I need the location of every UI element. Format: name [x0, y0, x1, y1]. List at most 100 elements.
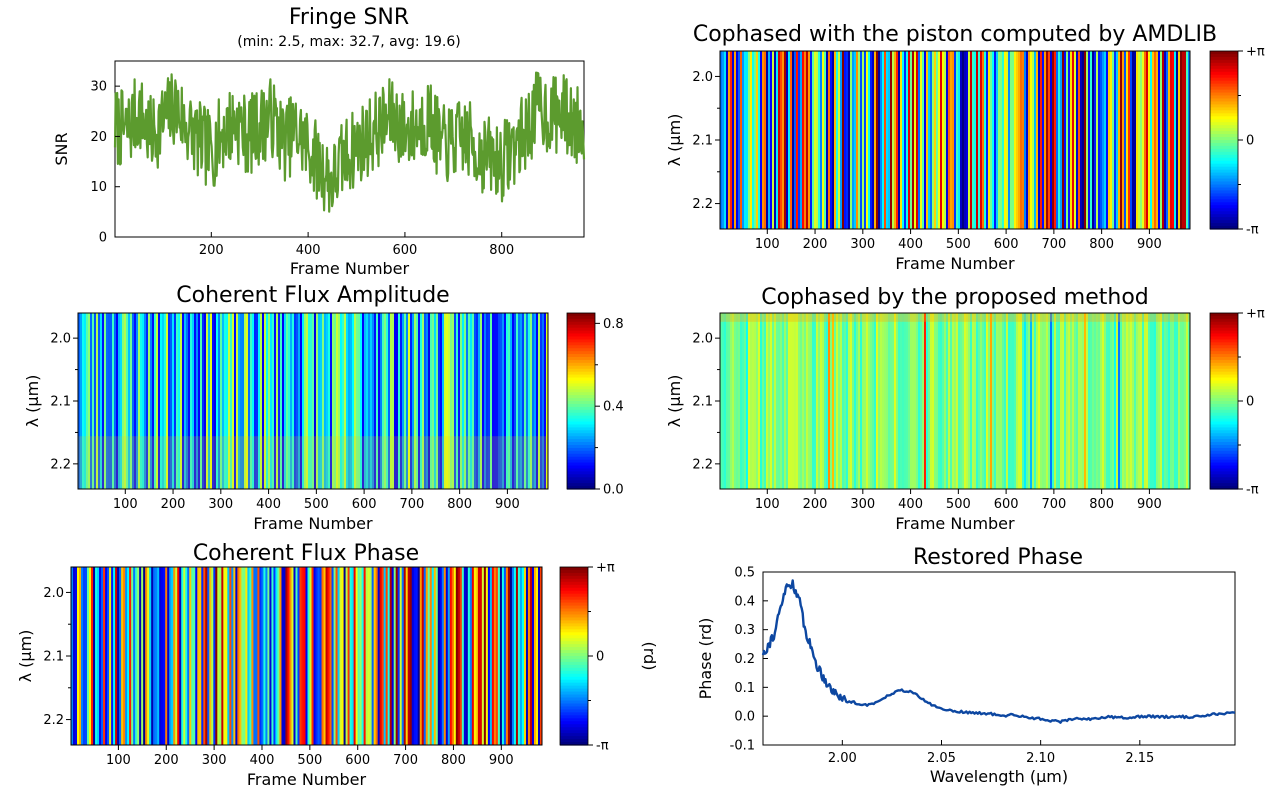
colorbar-segment	[567, 357, 595, 361]
colorbar-segment	[560, 664, 588, 669]
heatmap-stripe	[376, 313, 379, 489]
heatmap-stripe	[544, 313, 547, 489]
heatmap-stripe	[816, 51, 819, 229]
y-tick-label: 2.1	[43, 650, 64, 665]
heatmap-stripe	[912, 51, 915, 229]
heatmap-stripe	[336, 313, 339, 489]
x-tick-label: 200	[154, 753, 179, 768]
heatmap-stripe	[1110, 313, 1113, 489]
heatmap-stripe	[484, 313, 487, 489]
heatmap-stripe	[736, 51, 739, 229]
colorbar-segment	[1210, 380, 1238, 384]
heatmap-stripe	[784, 313, 787, 489]
colorbar-segment	[560, 611, 588, 616]
heatmap-stripe	[504, 313, 507, 489]
heatmap-stripe	[406, 313, 409, 489]
heatmap-stripe	[1152, 313, 1155, 489]
heatmap-stripe	[360, 313, 363, 489]
heatmap-stripe	[936, 313, 939, 489]
colorbar-segment	[1210, 125, 1238, 129]
heatmap-stripe	[736, 313, 739, 489]
colorbar-segment	[1210, 401, 1238, 405]
heatmap-stripe	[746, 51, 749, 229]
heatmap-stripe	[800, 51, 803, 229]
heatmap-stripe	[806, 51, 809, 229]
heatmap-stripe	[352, 313, 355, 489]
heatmap-stripe	[1072, 51, 1075, 229]
heatmap-stripe	[168, 313, 171, 489]
x-tick-label: 300	[850, 497, 875, 512]
heatmap-stripe	[808, 51, 811, 229]
heatmap-stripe	[245, 567, 248, 745]
colorbar-segment	[1210, 324, 1238, 329]
colorbar-segment	[567, 439, 595, 443]
colorbar-segment	[1210, 65, 1238, 70]
colorbar-tick-label: -π	[1246, 223, 1259, 238]
heatmap-stripe	[437, 567, 441, 745]
heatmap-stripe	[312, 313, 315, 489]
colorbar-segment	[1210, 459, 1238, 464]
x-tick-label: 100	[755, 497, 780, 512]
colorbar-segment	[1210, 205, 1238, 209]
heatmap-stripe	[1154, 313, 1157, 489]
x-tick-label: 600	[393, 243, 418, 258]
heatmap-stripe	[105, 567, 108, 745]
heatmap-stripe	[1128, 313, 1131, 489]
heatmap-stripe	[972, 313, 975, 489]
heatmap-stripe	[501, 567, 505, 745]
heatmap-stripe	[958, 51, 961, 229]
heatmap-stripe	[1006, 313, 1009, 489]
heatmap-stripe	[324, 313, 327, 489]
heatmap-stripe	[950, 51, 953, 229]
heatmap-stripe	[309, 567, 313, 745]
heatmap-stripe	[740, 51, 743, 229]
heatmap-stripe	[112, 313, 115, 489]
colorbar-segment	[567, 409, 595, 414]
y-tick-label: 2.1	[692, 134, 713, 149]
colorbar-segment	[1210, 193, 1238, 197]
heatmap-stripe	[1130, 313, 1133, 489]
heatmap-stripe	[1080, 313, 1083, 489]
heatmap-stripe	[113, 567, 116, 745]
heatmap-stripe	[732, 51, 735, 229]
heatmap-stripe	[222, 313, 225, 489]
heatmap-stripe	[954, 51, 957, 229]
heatmap-stripe	[78, 313, 81, 489]
x-axis-label: Frame Number	[247, 770, 367, 789]
colorbar-segment	[567, 459, 595, 464]
colorbar-segment	[560, 661, 588, 666]
heatmap-stripe	[856, 313, 859, 489]
heatmap-stripe	[1022, 313, 1025, 489]
heatmap-stripe	[472, 313, 475, 489]
heatmap-stripe	[531, 567, 535, 745]
colorbar-segment	[567, 330, 595, 335]
heatmap-stripe	[862, 313, 865, 489]
heatmap-stripe	[724, 51, 727, 229]
heatmap-stripe	[750, 51, 753, 229]
heatmap-stripe	[1112, 313, 1115, 489]
heatmap-stripe	[794, 51, 797, 229]
heatmap-stripe	[477, 567, 481, 745]
heatmap-stripe	[388, 313, 391, 489]
heatmap-stripe	[529, 567, 533, 745]
heatmap-stripe	[361, 567, 365, 745]
heatmap-stripe	[111, 567, 114, 745]
heatmap-stripe	[1094, 51, 1097, 229]
colorbar-segment	[1210, 220, 1238, 224]
heatmap-stripe	[1146, 51, 1149, 229]
heatmap-stripe	[480, 313, 483, 489]
heatmap-stripe	[918, 313, 921, 489]
colorbar-segment	[560, 587, 588, 592]
heatmap-stripe	[447, 567, 451, 745]
heatmap-stripe	[1138, 51, 1141, 229]
heatmap-stripe	[1044, 313, 1047, 489]
heatmap-stripe	[818, 313, 821, 489]
colorbar-segment	[567, 465, 595, 470]
x-tick-label: 100	[106, 753, 131, 768]
heatmap-stripe	[73, 567, 76, 745]
colorbar-segment	[567, 480, 595, 484]
colorbar-segment	[560, 629, 588, 633]
colorbar-segment	[1210, 386, 1238, 390]
heatmap-stripe	[364, 313, 367, 489]
heatmap-stripe	[912, 313, 915, 489]
